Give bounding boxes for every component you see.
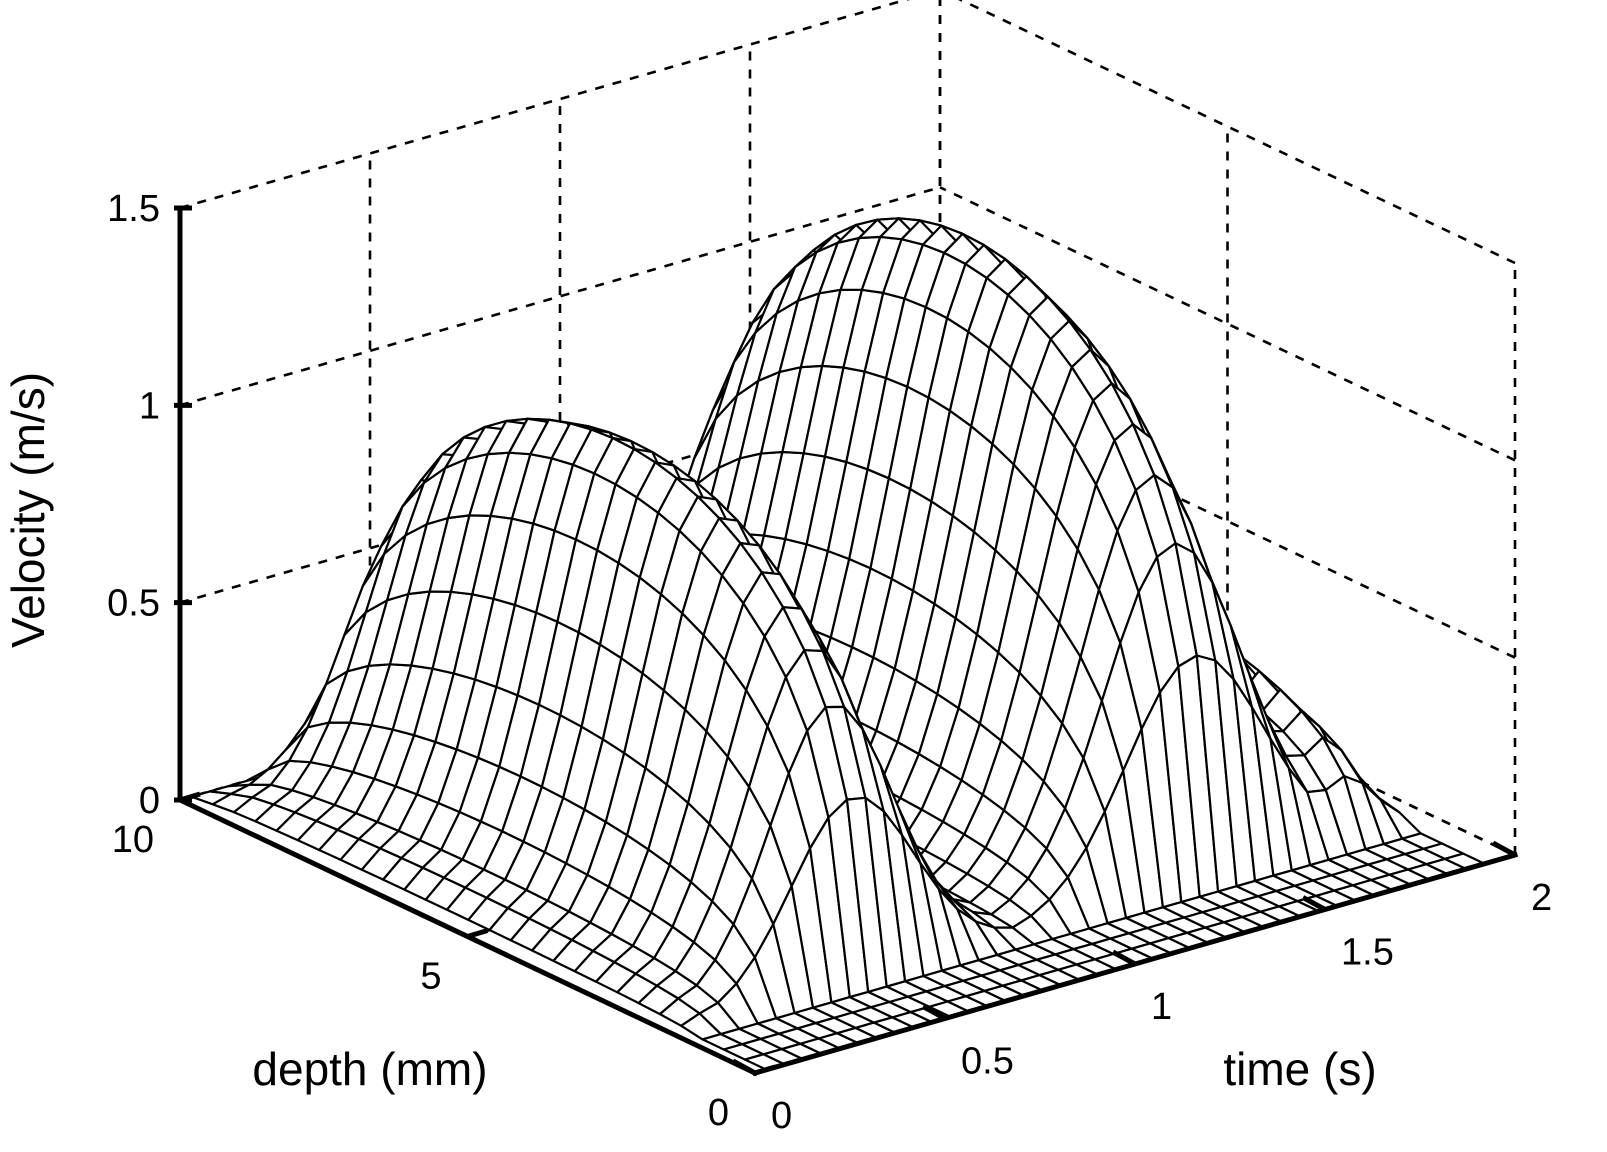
x-axis-label: time (s) <box>1223 1043 1376 1095</box>
y-tick <box>754 1064 776 1076</box>
y-axis-label: depth (mm) <box>252 1043 487 1095</box>
grid-line <box>179 186 941 407</box>
x-tick-label: 2 <box>1531 877 1552 919</box>
y-tick <box>179 791 201 803</box>
z-axis-label: Velocity (m/s) <box>2 372 54 648</box>
y-tick <box>466 928 489 939</box>
x-tick <box>1491 840 1517 858</box>
grid-line <box>179 383 941 604</box>
y-tick-label: 5 <box>420 956 441 998</box>
x-tick <box>731 1058 757 1076</box>
x-tick <box>921 1004 947 1021</box>
z-tick-label: 1 <box>139 385 160 427</box>
x-tick-label: 0.5 <box>961 1041 1014 1083</box>
x-tick-label: 1.5 <box>1341 932 1394 974</box>
y-tick-label: 10 <box>112 819 154 861</box>
y-tick-label: 0 <box>708 1092 729 1134</box>
x-tick <box>1111 949 1137 967</box>
grid-line <box>958 0 1516 265</box>
z-tick-label: 0.5 <box>107 583 160 625</box>
z-tick-label: 1.5 <box>107 188 160 230</box>
grid-line <box>939 186 1516 462</box>
x-tick-label: 1 <box>1151 986 1172 1028</box>
z-tick-label: 0 <box>139 780 160 822</box>
axis-labels: Velocity (m/s) depth (mm) time (s) <box>2 372 1377 1095</box>
x-tick <box>1301 895 1327 912</box>
velocity-surface-mesh <box>190 217 1486 1071</box>
grid-line <box>179 0 910 210</box>
x-tick-label: 0 <box>771 1095 792 1137</box>
